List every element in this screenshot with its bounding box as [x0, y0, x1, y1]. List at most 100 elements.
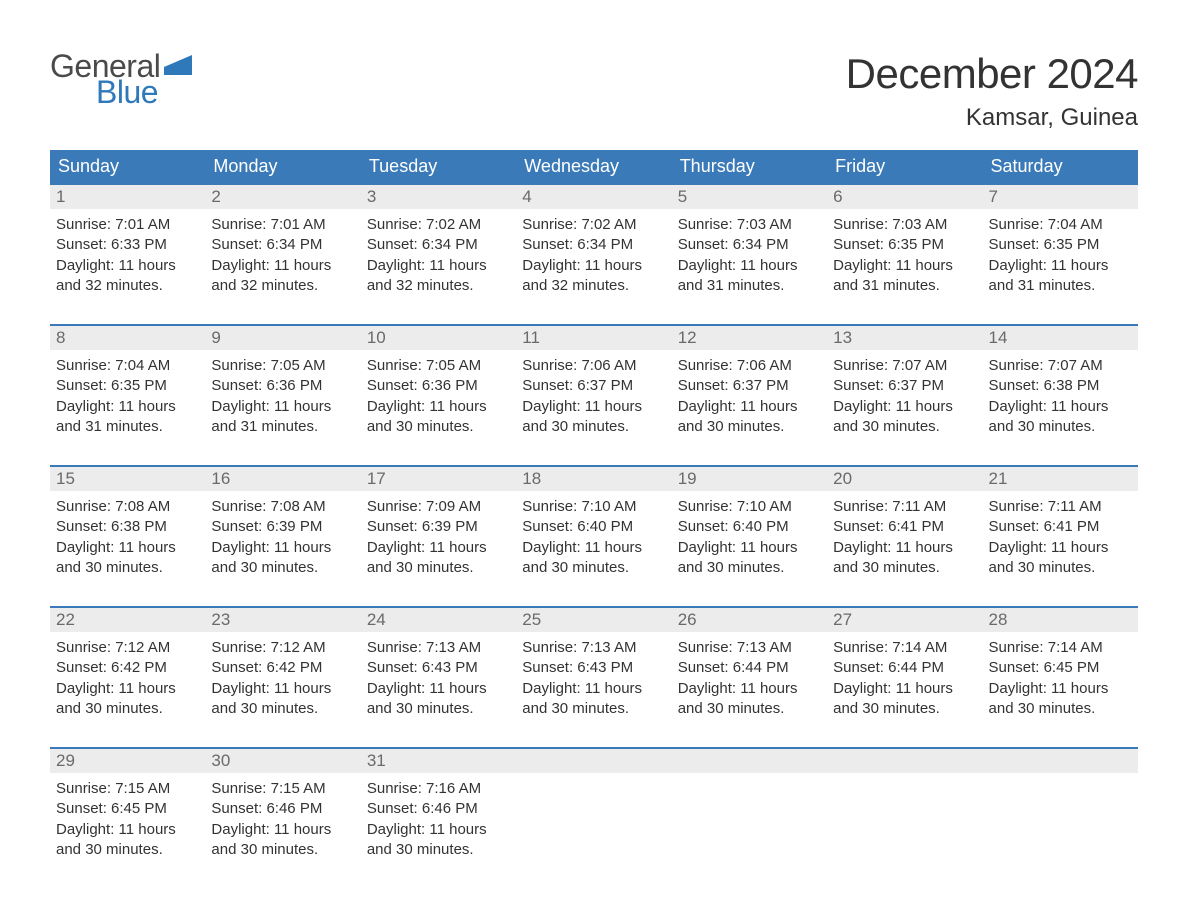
daylight-text: Daylight: 11 hours: [367, 256, 510, 276]
daylight-text: Daylight: 11 hours: [678, 538, 821, 558]
daylight-text: Daylight: 11 hours: [367, 397, 510, 417]
daylight-text: Daylight: 11 hours: [678, 679, 821, 699]
day-cell: Sunrise: 7:07 AMSunset: 6:38 PMDaylight:…: [983, 350, 1138, 442]
weekday-header: Friday: [827, 150, 982, 184]
sunset-text: Sunset: 6:45 PM: [989, 658, 1132, 678]
sunrise-text: Sunrise: 7:04 AM: [989, 215, 1132, 235]
sunset-text: Sunset: 6:42 PM: [56, 658, 199, 678]
daylight-text: Daylight: 11 hours: [211, 256, 354, 276]
sunrise-text: Sunrise: 7:01 AM: [56, 215, 199, 235]
day-number-empty: [672, 748, 827, 773]
sunrise-text: Sunrise: 7:13 AM: [678, 638, 821, 658]
daylight-text: Daylight: 11 hours: [367, 820, 510, 840]
daylight-text: and 30 minutes.: [56, 699, 199, 719]
daylight-text: and 32 minutes.: [367, 276, 510, 296]
sunset-text: Sunset: 6:35 PM: [833, 235, 976, 255]
daylight-text: and 30 minutes.: [989, 558, 1132, 578]
day-number: 26: [672, 607, 827, 632]
sunrise-text: Sunrise: 7:08 AM: [211, 497, 354, 517]
sunset-text: Sunset: 6:34 PM: [211, 235, 354, 255]
day-number: 22: [50, 607, 205, 632]
daylight-text: and 30 minutes.: [989, 699, 1132, 719]
day-number: 1: [50, 184, 205, 209]
daylight-text: and 30 minutes.: [522, 558, 665, 578]
logo: General Blue: [50, 50, 198, 108]
daylight-text: Daylight: 11 hours: [56, 256, 199, 276]
sunrise-text: Sunrise: 7:12 AM: [56, 638, 199, 658]
day-detail-row: Sunrise: 7:08 AM Sunset: 6:38 PM Daylight:…: [50, 491, 1138, 583]
sunset-text: Sunset: 6:38 PM: [56, 517, 199, 537]
day-number: 3: [361, 184, 516, 209]
sunrise-text: Sunrise: 7:14 AM: [989, 638, 1132, 658]
day-number-empty: [516, 748, 671, 773]
sunset-text: Sunset: 6:43 PM: [367, 658, 510, 678]
day-number: 30: [205, 748, 360, 773]
daylight-text: and 30 minutes.: [211, 840, 354, 860]
day-number: 13: [827, 325, 982, 350]
daylight-text: Daylight: 11 hours: [678, 256, 821, 276]
daylight-text: Daylight: 11 hours: [211, 820, 354, 840]
sunrise-text: Sunrise: 7:02 AM: [367, 215, 510, 235]
sunset-text: Sunset: 6:40 PM: [522, 517, 665, 537]
weekday-header: Thursday: [672, 150, 827, 184]
daylight-text: Daylight: 11 hours: [989, 538, 1132, 558]
day-cell: Sunrise: 7:03 AMSunset: 6:34 PMDaylight:…: [672, 209, 827, 301]
sunset-text: Sunset: 6:37 PM: [833, 376, 976, 396]
day-number-row: 1234567: [50, 184, 1138, 209]
day-cell: Sunrise: 7:16 AMSunset: 6:46 PMDaylight:…: [361, 773, 516, 865]
day-cell: Sunrise: 7:03 AMSunset: 6:35 PMDaylight:…: [827, 209, 982, 301]
day-number: 21: [983, 466, 1138, 491]
day-number: 27: [827, 607, 982, 632]
daylight-text: Daylight: 11 hours: [211, 679, 354, 699]
day-number: 6: [827, 184, 982, 209]
day-cell: Sunrise: 7:06 AMSunset: 6:37 PMDaylight:…: [672, 350, 827, 442]
day-cell: Sunrise: 7:11 AMSunset: 6:41 PMDaylight:…: [983, 491, 1138, 583]
daylight-text: Daylight: 11 hours: [522, 397, 665, 417]
weekday-header-row: Sunday Monday Tuesday Wednesday Thursday…: [50, 150, 1138, 184]
sunrise-text: Sunrise: 7:16 AM: [367, 779, 510, 799]
day-cell: Sunrise: 7:13 AMSunset: 6:44 PMDaylight:…: [672, 632, 827, 724]
sunset-text: Sunset: 6:41 PM: [989, 517, 1132, 537]
sunrise-text: Sunrise: 7:15 AM: [56, 779, 199, 799]
day-cell-empty: [672, 773, 827, 865]
sunrise-text: Sunrise: 7:06 AM: [678, 356, 821, 376]
daylight-text: Daylight: 11 hours: [522, 538, 665, 558]
daylight-text: and 30 minutes.: [211, 558, 354, 578]
sunset-text: Sunset: 6:34 PM: [522, 235, 665, 255]
weekday-header: Tuesday: [361, 150, 516, 184]
day-number: 9: [205, 325, 360, 350]
sunrise-text: Sunrise: 7:11 AM: [833, 497, 976, 517]
day-cell: Sunrise: 7:08 AMSunset: 6:39 PMDaylight:…: [205, 491, 360, 583]
day-cell-empty: [516, 773, 671, 865]
daylight-text: Daylight: 11 hours: [367, 538, 510, 558]
daylight-text: and 30 minutes.: [833, 558, 976, 578]
daylight-text: and 30 minutes.: [678, 699, 821, 719]
day-cell: Sunrise: 7:12 AMSunset: 6:42 PMDaylight:…: [205, 632, 360, 724]
daylight-text: Daylight: 11 hours: [989, 397, 1132, 417]
day-number-row: 891011121314: [50, 325, 1138, 350]
day-detail-row: Sunrise: 7:04 AMSunset: 6:35 PMDaylight:…: [50, 350, 1138, 442]
day-cell: Sunrise: 7:15 AMSunset: 6:46 PMDaylight:…: [205, 773, 360, 865]
sunset-text: Sunset: 6:40 PM: [678, 517, 821, 537]
month-title: December 2024: [846, 50, 1138, 98]
day-number: 24: [361, 607, 516, 632]
day-number-row: 22232425262728: [50, 607, 1138, 632]
day-number-row: 293031: [50, 748, 1138, 773]
day-cell: Sunrise: 7:10 AMSunset: 6:40 PMDaylight:…: [672, 491, 827, 583]
sunrise-text: Sunrise: 7:03 AM: [678, 215, 821, 235]
sunset-text: Sunset: 6:42 PM: [211, 658, 354, 678]
day-cell: Sunrise: 7:10 AMSunset: 6:40 PMDaylight:…: [516, 491, 671, 583]
daylight-text: and 32 minutes.: [522, 276, 665, 296]
day-number: 12: [672, 325, 827, 350]
calendar-table: Sunday Monday Tuesday Wednesday Thursday…: [50, 150, 1138, 865]
day-cell: Sunrise: 7:12 AMSunset: 6:42 PMDaylight:…: [50, 632, 205, 724]
day-cell: Sunrise: 7:05 AMSunset: 6:36 PMDaylight:…: [361, 350, 516, 442]
day-cell: Sunrise: 7:14 AMSunset: 6:45 PMDaylight:…: [983, 632, 1138, 724]
sunrise-text: Sunrise: 7:02 AM: [522, 215, 665, 235]
sunset-text: Sunset: 6:46 PM: [367, 799, 510, 819]
weekday-header: Sunday: [50, 150, 205, 184]
sunrise-text: Sunrise: 7:12 AM: [211, 638, 354, 658]
daylight-text: Daylight: 11 hours: [989, 679, 1132, 699]
day-number: 20: [827, 466, 982, 491]
day-number: 4: [516, 184, 671, 209]
